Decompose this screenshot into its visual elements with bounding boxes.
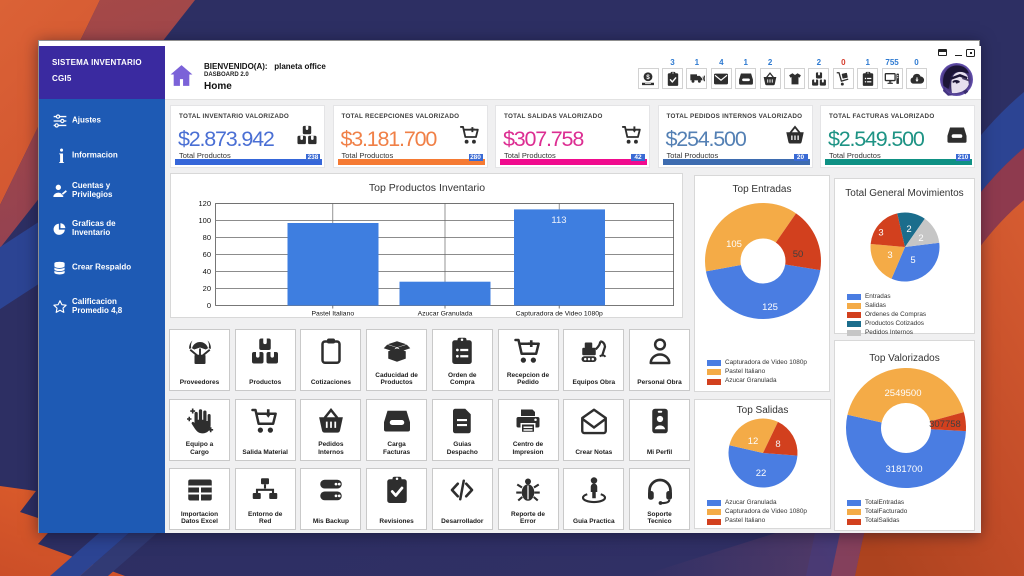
svg-text:i: i (59, 147, 65, 166)
svg-text:2: 2 (918, 233, 923, 244)
svg-text:Azucar Granulada: Azucar Granulada (418, 311, 473, 318)
svg-text:8: 8 (775, 439, 780, 450)
svg-text:120: 120 (198, 199, 211, 208)
svg-text:100: 100 (198, 216, 211, 225)
svg-text:3: 3 (878, 228, 883, 239)
svg-text:0: 0 (207, 301, 211, 310)
svg-text:2549500: 2549500 (885, 388, 922, 399)
svg-text:50: 50 (793, 249, 804, 260)
svg-text:113: 113 (551, 215, 566, 226)
svg-text:80: 80 (203, 233, 211, 242)
svg-text:12: 12 (748, 436, 759, 447)
svg-text:2: 2 (906, 224, 911, 235)
svg-text:3: 3 (887, 250, 892, 261)
svg-text:$: $ (646, 74, 650, 81)
svg-text:Top Productos Inventario: Top Productos Inventario (369, 182, 485, 194)
svg-text:40: 40 (203, 267, 211, 276)
svg-text:125: 125 (762, 302, 778, 313)
svg-text:Pastel Italiano: Pastel Italiano (311, 311, 354, 318)
svg-text:22: 22 (756, 468, 767, 479)
svg-text:105: 105 (726, 239, 742, 250)
svg-text:307758: 307758 (929, 419, 961, 430)
svg-text:5: 5 (910, 255, 915, 266)
svg-text:Capturadora de Video 1080p: Capturadora de Video 1080p (516, 311, 603, 318)
svg-text:60: 60 (203, 250, 211, 259)
svg-text:20: 20 (203, 284, 211, 293)
svg-text:3181700: 3181700 (886, 464, 923, 475)
